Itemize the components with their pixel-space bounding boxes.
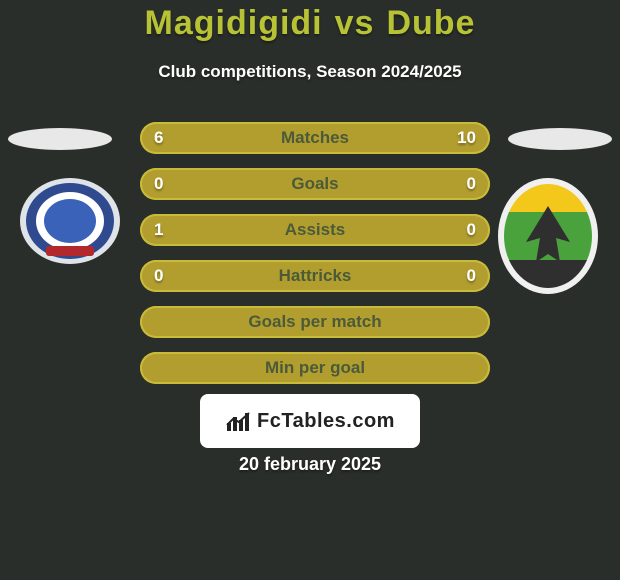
team-logo-left bbox=[20, 178, 120, 264]
stat-row: 0 0 Goals bbox=[140, 168, 490, 200]
shadow-ellipse-right bbox=[508, 128, 612, 150]
stat-label: Hattricks bbox=[279, 266, 352, 286]
stat-row: 1 0 Assists bbox=[140, 214, 490, 246]
stat-right-value: 0 bbox=[467, 174, 476, 194]
stat-row: 0 0 Hattricks bbox=[140, 260, 490, 292]
stat-label: Goals per match bbox=[248, 312, 381, 332]
chart-icon bbox=[225, 411, 251, 431]
stat-left-value: 0 bbox=[154, 174, 163, 194]
shadow-ellipse-left bbox=[8, 128, 112, 150]
page-title: Magidigidi vs Dube bbox=[0, 4, 620, 43]
stat-label: Assists bbox=[285, 220, 345, 240]
page-subtitle: Club competitions, Season 2024/2025 bbox=[0, 62, 620, 82]
stat-row: Min per goal bbox=[140, 352, 490, 384]
stat-right-value: 0 bbox=[467, 220, 476, 240]
stat-label: Matches bbox=[281, 128, 349, 148]
watermark: FcTables.com bbox=[200, 394, 420, 448]
stat-label: Goals bbox=[291, 174, 338, 194]
stat-left-value: 0 bbox=[154, 266, 163, 286]
stat-row: Goals per match bbox=[140, 306, 490, 338]
stat-right-value: 10 bbox=[457, 128, 476, 148]
watermark-text: FcTables.com bbox=[257, 410, 395, 433]
team-logo-right bbox=[498, 178, 598, 294]
player1-name: Magidigidi bbox=[145, 4, 323, 42]
date-label: 20 february 2025 bbox=[0, 454, 620, 475]
stat-label: Min per goal bbox=[265, 358, 365, 378]
stat-left-value: 1 bbox=[154, 220, 163, 240]
player2-name: Dube bbox=[386, 4, 475, 42]
stat-right-value: 0 bbox=[467, 266, 476, 286]
title-vs: vs bbox=[335, 4, 375, 42]
stat-row: 6 10 Matches bbox=[140, 122, 490, 154]
stat-left-value: 6 bbox=[154, 128, 163, 148]
